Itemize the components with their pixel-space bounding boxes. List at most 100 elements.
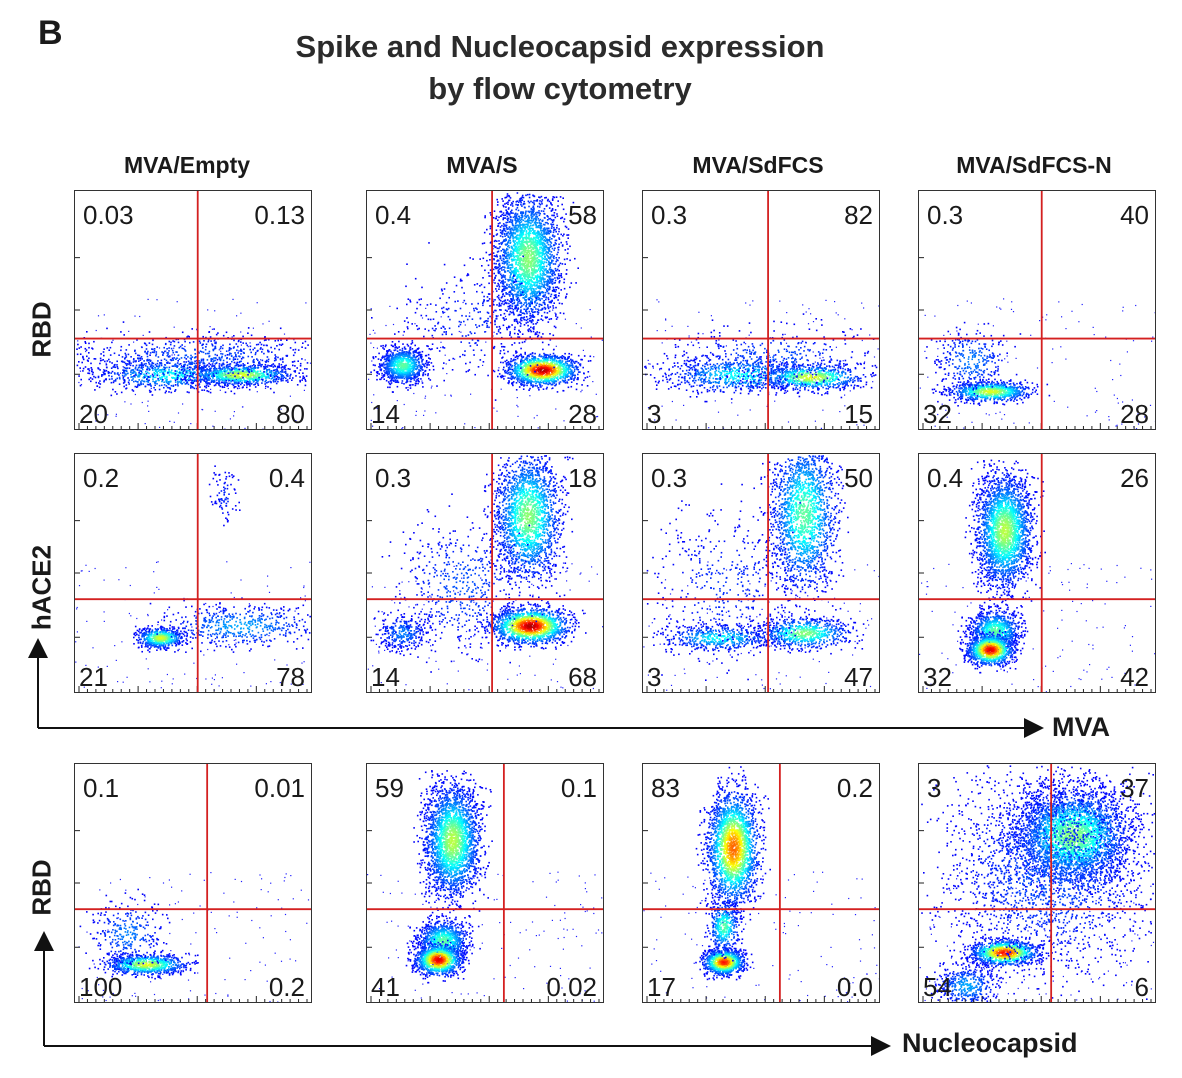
event-dots xyxy=(919,459,1155,692)
quadrant-lr-percent: 80 xyxy=(276,401,305,427)
quadrant-ur-percent: 50 xyxy=(844,465,873,491)
density-svg xyxy=(919,454,1155,692)
quadrant-lr-percent: 0.0 xyxy=(837,974,873,1000)
quadrant-ll-percent: 41 xyxy=(371,974,400,1000)
quadrant-lr-percent: 0.2 xyxy=(269,974,305,1000)
quadrant-lr-percent: 6 xyxy=(1135,974,1149,1000)
flow-plot-r1-c3: 0.3 82 3 15 xyxy=(642,190,880,430)
flow-plot-r3-c1: 0.1 0.01 100 0.2 xyxy=(74,763,312,1003)
axis-ticks xyxy=(919,257,1152,429)
density-svg xyxy=(919,191,1155,429)
flow-plot-r2-c3: 0.3 50 3 47 xyxy=(642,453,880,693)
flow-plot-r1-c4: 0.3 40 32 28 xyxy=(918,190,1156,430)
event-dots xyxy=(367,770,603,1002)
quadrant-ur-percent: 0.1 xyxy=(561,775,597,801)
event-dots xyxy=(643,766,879,1002)
quadrant-ll-percent: 32 xyxy=(923,664,952,690)
density-svg xyxy=(643,454,879,692)
quadrant-ul-percent: 0.3 xyxy=(651,202,687,228)
quadrant-ur-percent: 0.01 xyxy=(254,775,305,801)
axis-ticks xyxy=(919,520,1152,692)
quadrant-lr-percent: 68 xyxy=(568,664,597,690)
density-svg xyxy=(75,454,311,692)
quadrant-ll-percent: 21 xyxy=(79,664,108,690)
quadrant-ul-percent: 0.2 xyxy=(83,465,119,491)
axis-ticks xyxy=(75,830,308,1002)
axis-ticks xyxy=(367,257,600,429)
quadrant-lr-percent: 47 xyxy=(844,664,873,690)
quadrant-ul-percent: 0.03 xyxy=(83,202,134,228)
column-header-mva-sdfcs: MVA/SdFCS xyxy=(638,152,878,179)
quadrant-ur-percent: 0.2 xyxy=(837,775,873,801)
flow-plot-r2-c4: 0.4 26 32 42 xyxy=(918,453,1156,693)
flow-plot-r1-c1: 0.03 0.13 20 80 xyxy=(74,190,312,430)
event-dots xyxy=(367,455,603,692)
axis-ticks xyxy=(75,257,308,429)
column-header-mva-sdfcs-n: MVA/SdFCS-N xyxy=(914,152,1154,179)
quadrant-ur-percent: 0.13 xyxy=(254,202,305,228)
quadrant-lr-percent: 28 xyxy=(1120,401,1149,427)
density-svg xyxy=(643,764,879,1002)
axis-ticks xyxy=(367,830,600,1002)
quadrant-ll-percent: 100 xyxy=(79,974,122,1000)
quadrant-lr-percent: 28 xyxy=(568,401,597,427)
event-dots xyxy=(644,299,879,429)
figure-title-line2: by flow cytometry xyxy=(210,68,910,110)
density-svg xyxy=(367,764,603,1002)
flow-plot-r3-c2: 59 0.1 41 0.02 xyxy=(366,763,604,1003)
quadrant-ll-percent: 14 xyxy=(371,664,400,690)
quadrant-ur-percent: 26 xyxy=(1120,465,1149,491)
quadrant-ll-percent: 3 xyxy=(647,401,661,427)
quadrant-lr-percent: 42 xyxy=(1120,664,1149,690)
column-header-mva-s: MVA/S xyxy=(362,152,602,179)
quadrant-ur-percent: 58 xyxy=(568,202,597,228)
axis-ticks xyxy=(643,830,876,1002)
column-header-mva-empty: MVA/Empty xyxy=(67,152,307,179)
quadrant-ll-percent: 32 xyxy=(923,401,952,427)
quadrant-ul-percent: 59 xyxy=(375,775,404,801)
quadrant-ll-percent: 17 xyxy=(647,974,676,1000)
axis-ticks xyxy=(643,257,876,429)
x-axis-label-mva: MVA xyxy=(1052,712,1110,743)
quadrant-ur-percent: 40 xyxy=(1120,202,1149,228)
quadrant-ur-percent: 37 xyxy=(1120,775,1149,801)
axis-ticks xyxy=(367,520,600,692)
quadrant-lr-percent: 0.02 xyxy=(546,974,597,1000)
quadrant-ur-percent: 0.4 xyxy=(269,465,305,491)
quadrant-lr-percent: 15 xyxy=(844,401,873,427)
density-svg xyxy=(919,764,1155,1002)
quadrant-ur-percent: 18 xyxy=(568,465,597,491)
quadrant-ur-percent: 82 xyxy=(844,202,873,228)
event-dots xyxy=(368,192,603,429)
event-dots xyxy=(643,455,879,692)
density-svg xyxy=(75,191,311,429)
event-dots xyxy=(919,765,1155,1002)
flow-plot-r3-c3: 83 0.2 17 0.0 xyxy=(642,763,880,1003)
flow-plot-r2-c2: 0.3 18 14 68 xyxy=(366,453,604,693)
flow-plot-r2-c1: 0.2 0.4 21 78 xyxy=(74,453,312,693)
axis-ticks xyxy=(75,520,308,692)
quadrant-ul-percent: 0.4 xyxy=(927,465,963,491)
event-dots xyxy=(78,872,310,1002)
density-svg xyxy=(367,191,603,429)
flow-plot-r3-c4: 3 37 54 6 xyxy=(918,763,1156,1003)
event-dots xyxy=(76,298,311,429)
quadrant-ul-percent: 0.3 xyxy=(927,202,963,228)
flow-plot-r1-c2: 0.4 58 14 28 xyxy=(366,190,604,430)
quadrant-lr-percent: 78 xyxy=(276,664,305,690)
quadrant-ll-percent: 3 xyxy=(647,664,661,690)
quadrant-ul-percent: 0.4 xyxy=(375,202,411,228)
density-svg xyxy=(643,191,879,429)
panel-letter: B xyxy=(38,14,63,53)
density-svg xyxy=(367,454,603,692)
quadrant-ul-percent: 0.3 xyxy=(651,465,687,491)
density-svg xyxy=(75,764,311,1002)
quadrant-ul-percent: 83 xyxy=(651,775,680,801)
quadrant-ul-percent: 0.1 xyxy=(83,775,119,801)
figure-title-line1: Spike and Nucleocapsid expression xyxy=(210,26,910,68)
quadrant-ll-percent: 14 xyxy=(371,401,400,427)
event-dots xyxy=(75,465,311,691)
axis-ticks xyxy=(643,520,876,692)
quadrant-ll-percent: 54 xyxy=(923,974,952,1000)
